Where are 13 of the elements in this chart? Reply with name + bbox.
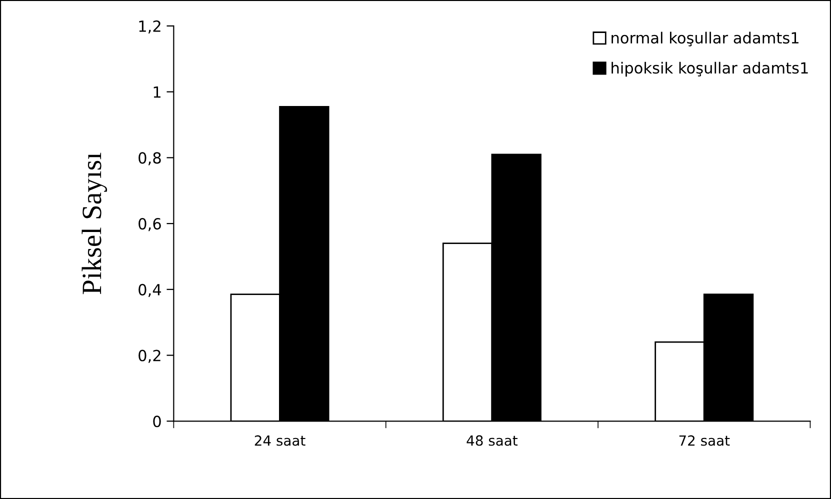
y-tick-label: 1	[154, 86, 160, 98]
x-tick-label: 72 saat	[679, 435, 730, 446]
legend-label: hipoksik koşullar adamts1	[612, 62, 808, 77]
y-tick-label: 0	[153, 416, 161, 428]
y-tick-label: 0,8	[138, 152, 161, 166]
y-axis-title: Piksel Sayısı	[82, 152, 108, 294]
x-tick-label: 24 saat	[254, 435, 306, 446]
y-tick-label: 0,4	[138, 284, 162, 297]
legend-label: normal koşullar adamts1	[612, 32, 798, 46]
x-tick-label: 48 saat	[466, 435, 518, 446]
y-tick-label: 0,2	[138, 350, 160, 363]
y-tick-label: 1,2	[139, 20, 160, 34]
y-tick-label: 0,6	[138, 218, 161, 232]
